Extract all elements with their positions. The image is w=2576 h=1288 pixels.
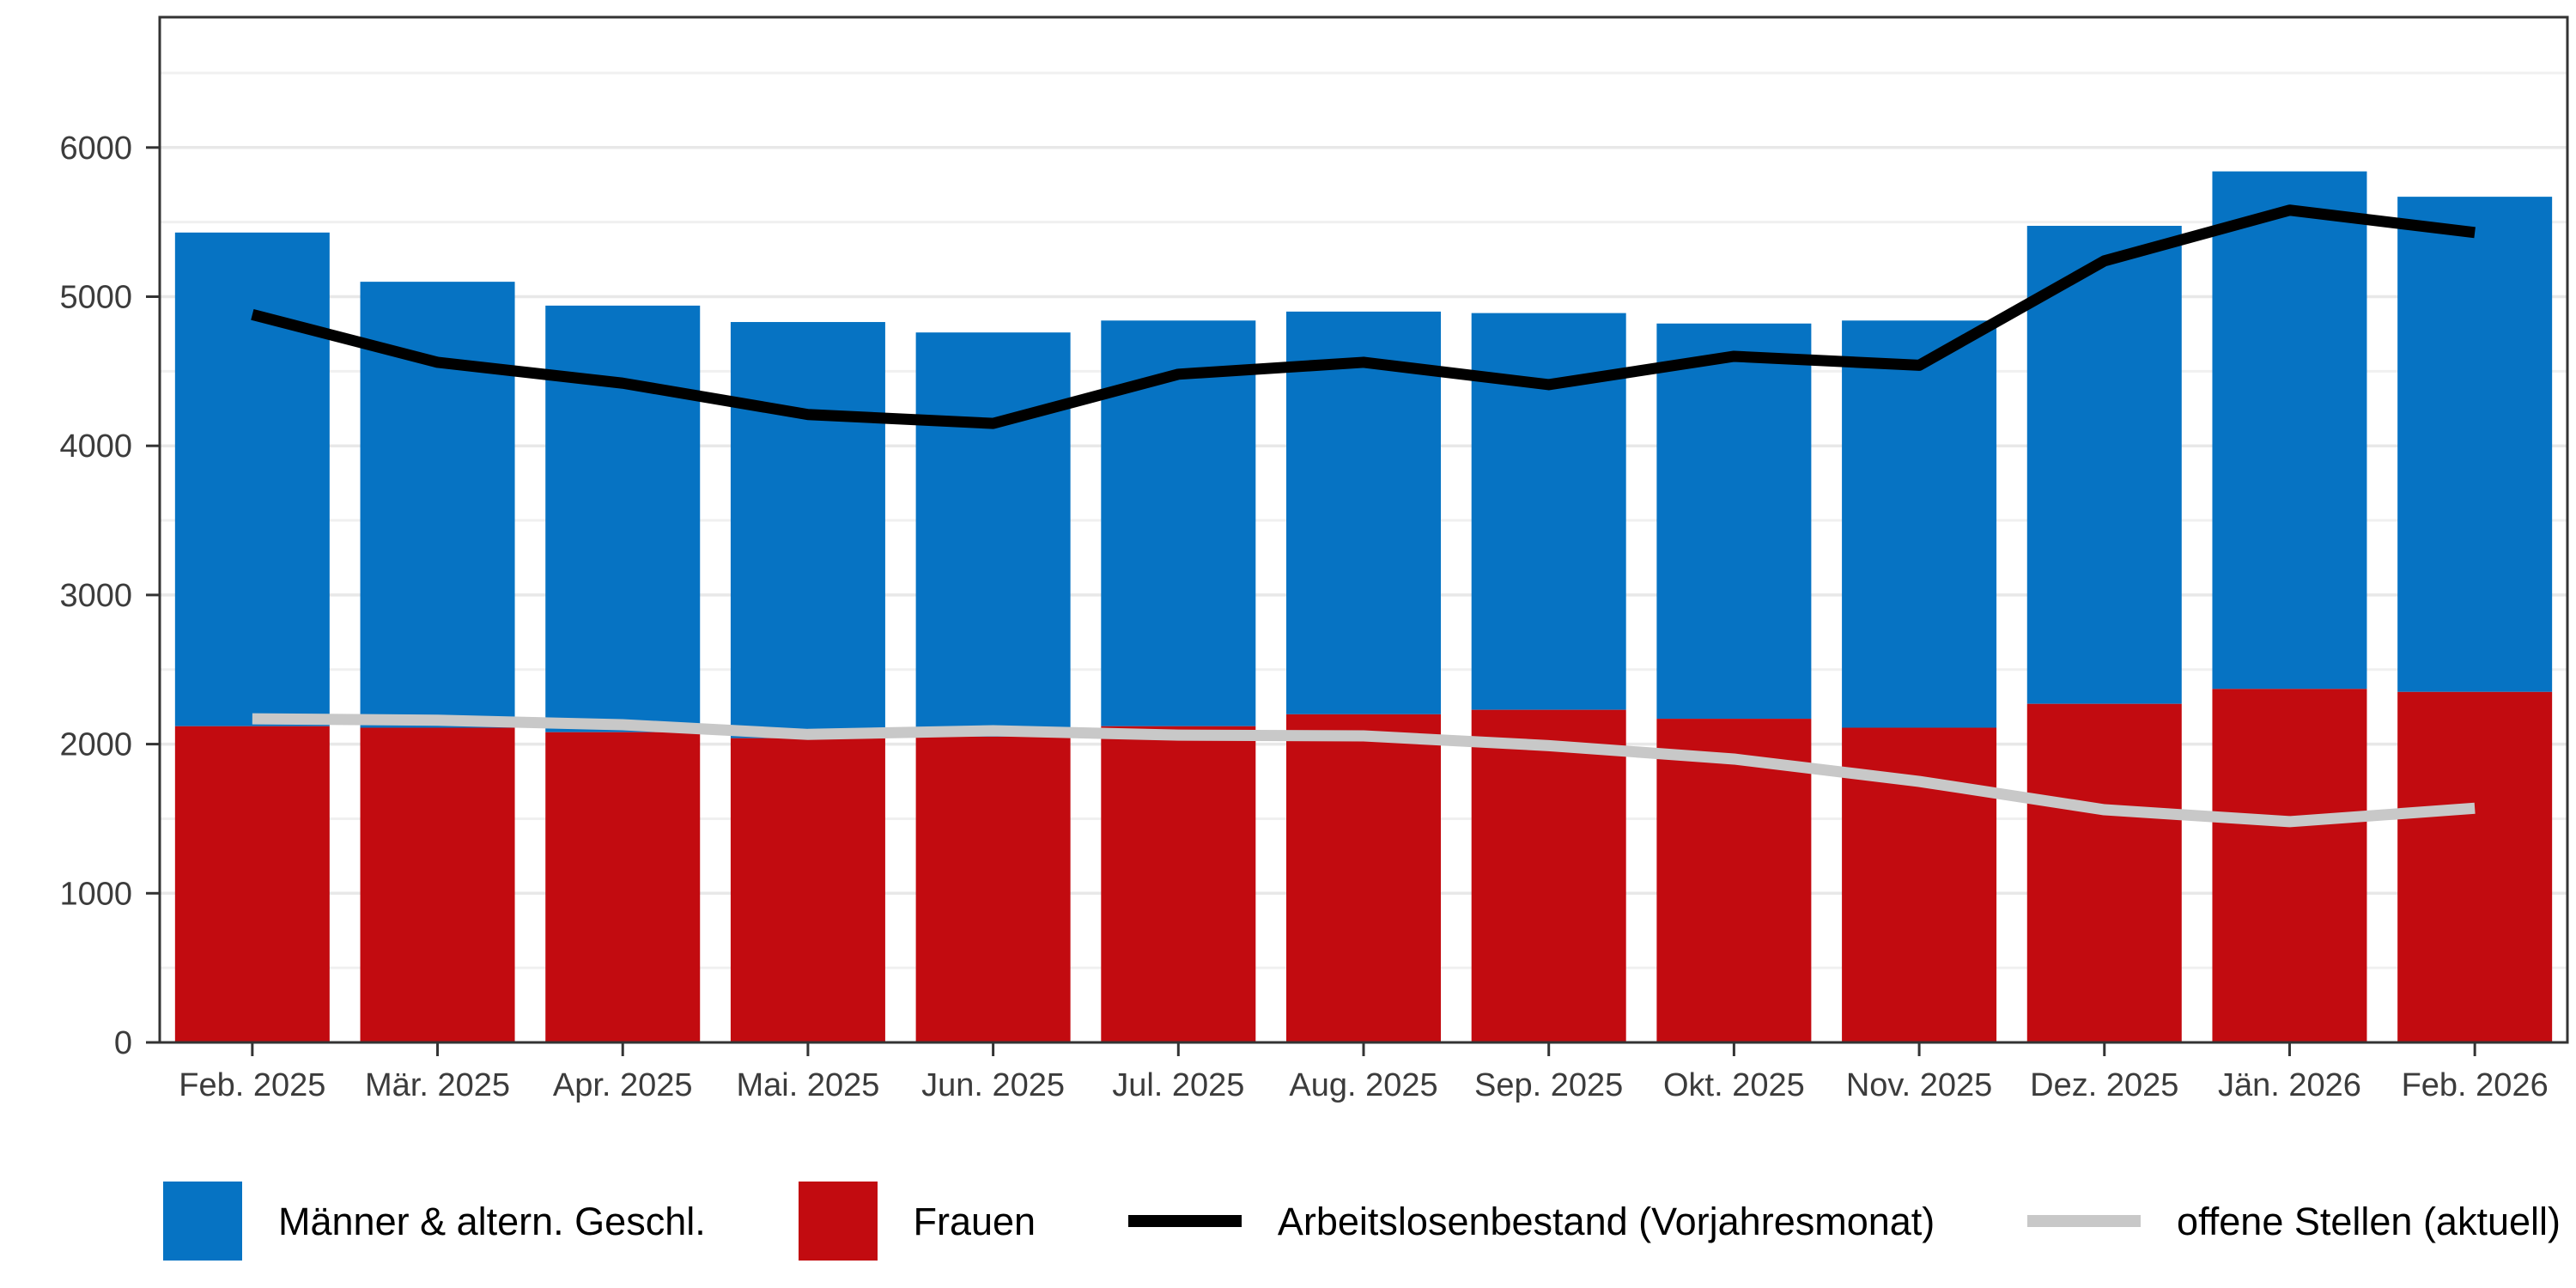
legend-item-offene-stellen: offene Stellen (aktuell) bbox=[2027, 1202, 2561, 1241]
bar-segment-maenner bbox=[2026, 225, 2182, 704]
bar-segment-maenner bbox=[730, 322, 885, 738]
legend-label-maenner: Männer & altern. Geschl. bbox=[278, 1199, 706, 1243]
legend-item-frauen: Frauen bbox=[798, 1182, 1036, 1261]
bar-segment-maenner bbox=[2397, 197, 2553, 692]
bar-segment-maenner bbox=[1101, 320, 1256, 726]
x-axis-tick-label: Mär. 2025 bbox=[365, 1067, 510, 1103]
bar-segment-frauen bbox=[2026, 703, 2182, 1042]
bar-segment-frauen bbox=[730, 738, 885, 1042]
y-axis-tick-label: 0 bbox=[114, 1025, 132, 1061]
x-axis-tick-label: Dez. 2025 bbox=[2030, 1067, 2178, 1103]
y-axis-tick-label: 2000 bbox=[59, 727, 132, 763]
legend-label-offene-stellen: offene Stellen (aktuell) bbox=[2177, 1199, 2561, 1243]
bar-segment-maenner bbox=[2212, 171, 2367, 690]
y-axis-tick-label: 4000 bbox=[59, 428, 132, 465]
blue-square-swatch bbox=[163, 1182, 242, 1261]
y-axis-tick-label: 3000 bbox=[59, 578, 132, 614]
line-arbeitslosenbestand bbox=[251, 204, 2476, 429]
y-axis-tick-label: 6000 bbox=[59, 131, 132, 167]
x-axis-tick-label: Mai. 2025 bbox=[736, 1067, 879, 1103]
legend-item-maenner: Männer & altern. Geschl. bbox=[163, 1182, 706, 1261]
bar-segment-frauen bbox=[360, 727, 515, 1042]
gray-line-swatch bbox=[2027, 1215, 2142, 1227]
bar-segment-frauen bbox=[2212, 689, 2367, 1042]
y-axis-tick-label: 1000 bbox=[59, 876, 132, 912]
bar-segment-frauen bbox=[2397, 691, 2553, 1042]
x-axis-tick-label: Okt. 2025 bbox=[1663, 1067, 1805, 1103]
x-axis-tick-label: Feb. 2025 bbox=[179, 1067, 325, 1103]
bar-segment-frauen bbox=[1656, 719, 1812, 1042]
bar-segment-frauen bbox=[915, 736, 1071, 1042]
bar-segment-maenner bbox=[174, 232, 330, 726]
legend-item-arbeitslosenbestand: Arbeitslosenbestand (Vorjahresmonat) bbox=[1127, 1199, 1935, 1243]
bar-segment-frauen bbox=[174, 726, 330, 1042]
bar-segment-maenner bbox=[915, 332, 1071, 737]
x-axis-tick-label: Feb. 2026 bbox=[2402, 1067, 2549, 1103]
bar-segment-maenner bbox=[1656, 323, 1812, 720]
x-axis-tick-label: Jun. 2025 bbox=[921, 1067, 1065, 1103]
bar-segment-frauen bbox=[1471, 709, 1626, 1042]
chart-legend: Männer & altern. Geschl. Frauen Arbeitsl… bbox=[163, 1178, 2561, 1264]
bar-segment-frauen bbox=[1286, 714, 1441, 1042]
x-axis-tick-label: Jän. 2026 bbox=[2218, 1067, 2361, 1103]
bar-segment-frauen bbox=[545, 732, 701, 1042]
y-axis-tick-label: 5000 bbox=[59, 280, 132, 316]
x-axis-tick-label: Sep. 2025 bbox=[1474, 1067, 1623, 1103]
x-axis-tick-label: Apr. 2025 bbox=[553, 1067, 693, 1103]
black-line-swatch bbox=[1127, 1215, 1242, 1227]
x-axis-tick-label: Jul. 2025 bbox=[1112, 1067, 1244, 1103]
red-square-swatch bbox=[798, 1182, 878, 1261]
x-axis-tick-label: Aug. 2025 bbox=[1289, 1067, 1437, 1103]
legend-label-arbeitslosenbestand: Arbeitslosenbestand (Vorjahresmonat) bbox=[1277, 1199, 1935, 1243]
bar-segment-frauen bbox=[1101, 726, 1256, 1042]
legend-label-frauen: Frauen bbox=[913, 1199, 1036, 1243]
x-axis-tick-label: Nov. 2025 bbox=[1846, 1067, 1992, 1103]
bar-segment-maenner bbox=[1286, 311, 1441, 714]
line-offene-stellen bbox=[252, 713, 2476, 828]
bar-segment-maenner bbox=[545, 305, 701, 732]
bar-segment-maenner bbox=[1842, 320, 1997, 728]
bar-segment-maenner bbox=[360, 282, 515, 728]
